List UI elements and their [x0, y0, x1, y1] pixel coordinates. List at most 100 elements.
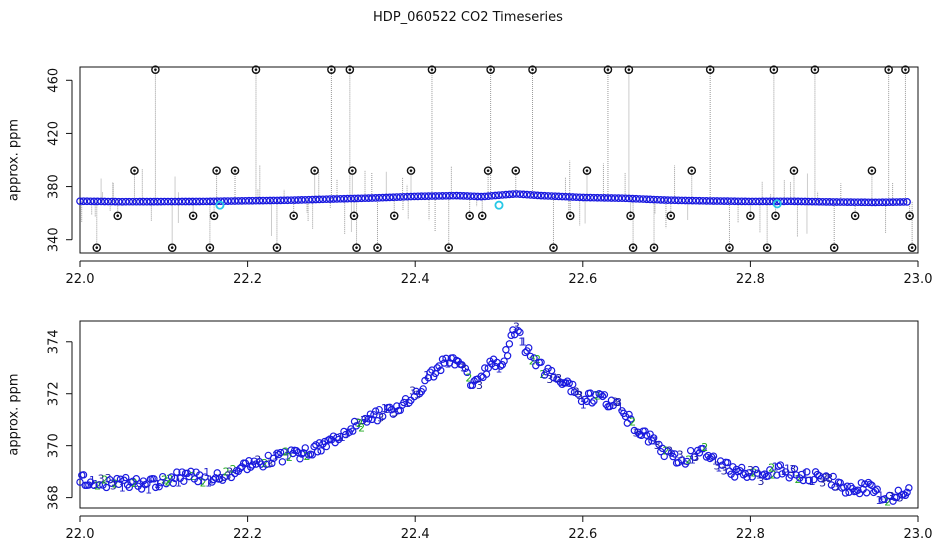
series-digit: 2 [161, 473, 168, 486]
outlier-point-dot [749, 214, 752, 218]
series-digit: 3 [355, 416, 362, 429]
outlier-point [205, 243, 215, 252]
series-digit: 1 [339, 431, 346, 444]
series-digit: 1 [404, 397, 411, 410]
outlier-point-dot [275, 246, 279, 249]
series-point [613, 398, 621, 407]
series-point [625, 194, 633, 203]
outlier-point-dot [910, 246, 914, 249]
series-point [737, 463, 746, 472]
x-tick-label-1-4: 22.8 [736, 272, 765, 287]
series-point [178, 468, 186, 476]
series-point [477, 192, 486, 201]
series-point [569, 380, 577, 389]
outlier-point [771, 211, 780, 221]
series-point [671, 450, 679, 458]
y-tick-label-1-1: 380 [47, 174, 62, 199]
y-axis-title-2: approx. ppm [7, 373, 22, 455]
outlier-point [624, 65, 634, 74]
series-digit: 2 [304, 450, 311, 463]
series-digit: 2 [358, 422, 365, 435]
outlier-point-dot [870, 169, 874, 172]
outlier-point-dot [154, 68, 157, 71]
series-point [523, 190, 531, 199]
series-digit: 2 [230, 463, 237, 476]
outlier-point-dot [728, 246, 731, 249]
series-point [822, 472, 830, 480]
series-point [269, 454, 278, 463]
series-point [301, 444, 309, 452]
series-point [278, 458, 287, 466]
outlier-point [130, 166, 139, 175]
outlier-point-dot [486, 169, 490, 172]
outlier-point-dot [254, 68, 258, 71]
series-point [361, 414, 369, 423]
series-point [568, 193, 577, 201]
series-point [774, 462, 783, 470]
series-point [686, 446, 695, 455]
series-point [350, 417, 359, 426]
plot-frame-1 [79, 66, 919, 254]
series-point [709, 452, 718, 460]
series-point [588, 399, 596, 407]
outlier-point [427, 65, 437, 74]
series-point [574, 390, 582, 398]
outlier-point [188, 211, 198, 221]
series-point [723, 458, 732, 467]
series-point [502, 346, 510, 354]
series-point [776, 461, 785, 469]
series-digit: 3 [460, 361, 467, 374]
series-digit: 2 [629, 415, 636, 428]
series-digit: 3 [833, 480, 840, 493]
series-point [642, 431, 651, 439]
series-point [549, 373, 558, 382]
series-digit: 2 [465, 371, 472, 384]
series-digit: 3 [414, 388, 421, 401]
series-digit: 3 [360, 414, 367, 427]
series-point [329, 432, 338, 440]
outlier-point-dot [170, 246, 174, 249]
series-point [526, 352, 535, 361]
series-digit: 1 [552, 372, 559, 385]
series-digit: 3 [98, 473, 105, 486]
outlier-point-dot [774, 214, 777, 218]
y-tick-label-2-3: 374 [47, 329, 62, 354]
series-point [804, 476, 813, 485]
outlier-point-dot [351, 169, 354, 172]
series-digit: 1 [780, 465, 787, 478]
series-digit: 1 [715, 461, 722, 474]
outlier-point [582, 166, 592, 175]
outlier-point-dot [208, 246, 212, 249]
series-point [799, 476, 807, 485]
series-point [567, 387, 575, 396]
series-point [530, 191, 538, 199]
x-tick-label-2-4: 22.8 [736, 527, 765, 540]
outlier-point [905, 211, 914, 221]
outlier-point [477, 211, 487, 221]
series-point [194, 477, 202, 486]
series-point [210, 475, 218, 484]
series-digit: 1 [882, 493, 889, 506]
series-point [766, 466, 774, 474]
outlier-point-dot [447, 246, 451, 249]
series-digit: 1 [712, 454, 719, 467]
series-point [364, 415, 373, 423]
series-digit: 2 [282, 445, 289, 458]
outlier-point [867, 166, 877, 175]
series-point [468, 381, 477, 390]
outlier-point-dot [330, 68, 333, 71]
outlier-point-dot [772, 68, 776, 71]
series-point [150, 475, 158, 483]
series-digit: 3 [392, 407, 399, 420]
x-tick-label-1-0: 22.0 [66, 272, 95, 287]
y-tick-label-1-0: 340 [47, 227, 62, 252]
series-digit: 1 [580, 399, 587, 412]
series-digit: 1 [809, 475, 816, 488]
series-digit: 3 [546, 373, 553, 386]
y-tick-label-1-2: 420 [47, 121, 62, 146]
series-point [496, 362, 505, 370]
y-tick-label-2-0: 368 [47, 485, 62, 510]
series-point [248, 461, 257, 469]
series-point [562, 379, 570, 387]
